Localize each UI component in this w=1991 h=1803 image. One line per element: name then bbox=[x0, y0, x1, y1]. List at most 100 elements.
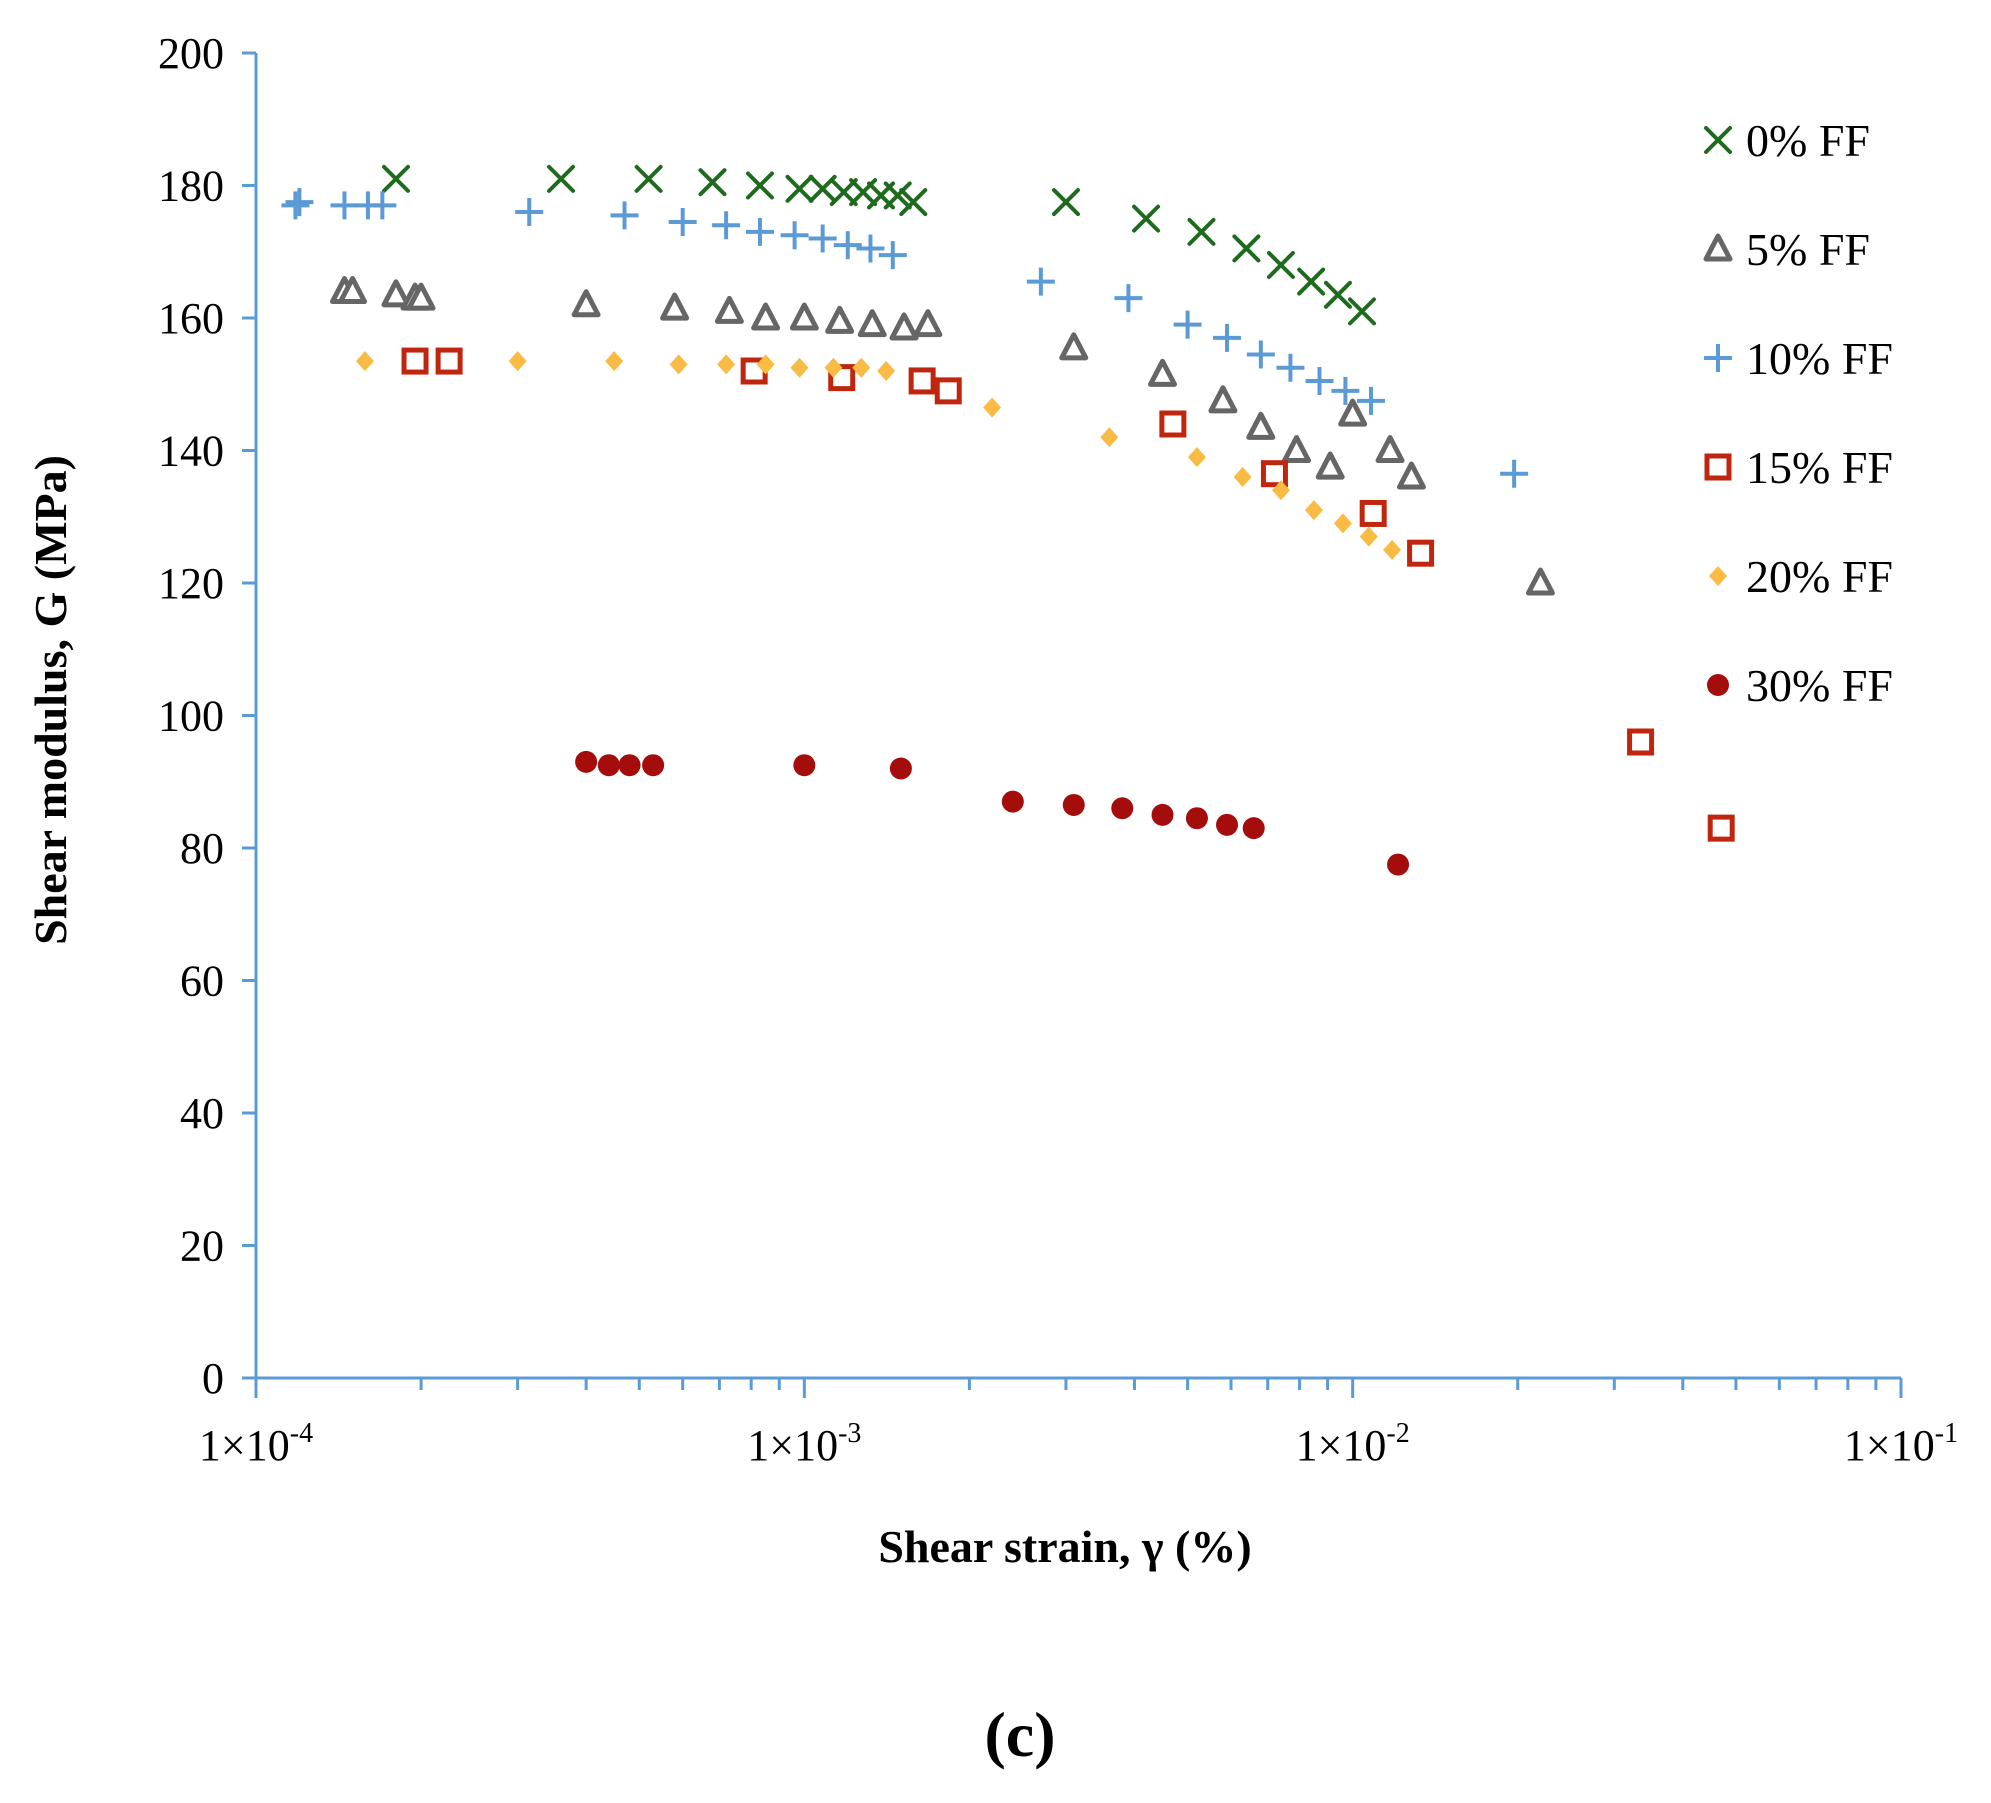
data-point bbox=[1151, 803, 1174, 826]
legend-label: 15% FF bbox=[1746, 442, 1893, 493]
data-point bbox=[435, 347, 463, 375]
x-tick-mantissa: 1 bbox=[747, 1421, 769, 1470]
data-point bbox=[751, 302, 781, 331]
x-tick-label: 1×10-4 bbox=[199, 1418, 313, 1470]
data-point bbox=[1062, 793, 1085, 816]
data-point bbox=[889, 312, 919, 341]
data-point bbox=[1338, 398, 1368, 427]
data-point bbox=[1707, 814, 1735, 842]
data-point bbox=[1315, 451, 1345, 480]
data-point bbox=[878, 241, 907, 270]
data-point bbox=[789, 302, 819, 331]
series-4 bbox=[355, 351, 1402, 560]
x-tick-base: 10 bbox=[1891, 1421, 1935, 1470]
data-point bbox=[793, 754, 816, 777]
legend-marker bbox=[1704, 453, 1732, 481]
y-tick-label: 120 bbox=[158, 559, 224, 608]
data-point bbox=[877, 361, 896, 381]
data-point bbox=[1323, 280, 1352, 309]
figure-caption: (c) bbox=[984, 1699, 1055, 1770]
data-point bbox=[1500, 459, 1529, 488]
data-point bbox=[285, 188, 314, 217]
data-point bbox=[856, 234, 885, 263]
data-point bbox=[934, 377, 962, 405]
data-point bbox=[899, 188, 928, 217]
legend: 0% FF 5% FF 10% FF 15% FF 20% FF 30% FF bbox=[1703, 115, 1893, 711]
data-point bbox=[745, 217, 774, 246]
data-point bbox=[756, 354, 775, 375]
data-point bbox=[1051, 188, 1080, 217]
data-point bbox=[618, 754, 641, 777]
data-point bbox=[1356, 386, 1385, 415]
y-tick-label: 160 bbox=[158, 294, 224, 343]
data-point bbox=[983, 397, 1002, 418]
data-point bbox=[889, 757, 912, 780]
x-axis-title: Shear strain, γ (%) bbox=[878, 1521, 1251, 1572]
data-point bbox=[833, 231, 862, 260]
data-point bbox=[1297, 267, 1326, 296]
legend-marker bbox=[1704, 126, 1732, 154]
data-point bbox=[406, 282, 436, 311]
data-point bbox=[1348, 297, 1377, 326]
legend-label: 5% FF bbox=[1746, 224, 1870, 275]
legend-item: 10% FF bbox=[1704, 333, 1893, 384]
x-tick-exponent: -2 bbox=[1386, 1418, 1409, 1449]
legend-marker bbox=[1709, 566, 1727, 586]
legend-item: 30% FF bbox=[1707, 660, 1893, 711]
legend-item: 5% FF bbox=[1703, 224, 1870, 275]
data-point bbox=[1132, 204, 1161, 233]
data-point bbox=[1266, 251, 1295, 279]
data-point bbox=[790, 357, 809, 378]
data-point bbox=[1271, 480, 1290, 501]
data-point bbox=[1246, 340, 1275, 369]
data-point bbox=[381, 279, 411, 308]
data-point bbox=[883, 181, 912, 210]
y-axis-ticks: 0 20 40 60 80 100 120 140 160 180 200 bbox=[158, 29, 256, 1403]
legend-item: 15% FF bbox=[1704, 442, 1893, 493]
data-point bbox=[1333, 513, 1352, 534]
data-point bbox=[1173, 310, 1202, 339]
x-tick-base: 10 bbox=[246, 1421, 290, 1470]
data-point bbox=[1375, 435, 1405, 463]
y-tick-label: 40 bbox=[180, 1089, 224, 1138]
data-point bbox=[1627, 728, 1655, 756]
data-point bbox=[1111, 797, 1134, 820]
data-point bbox=[808, 224, 837, 253]
data-point bbox=[1276, 353, 1305, 382]
data-point bbox=[355, 351, 374, 372]
series-0 bbox=[381, 164, 1377, 326]
y-tick-label: 140 bbox=[158, 427, 224, 476]
data-point bbox=[1407, 539, 1435, 567]
data-point bbox=[1387, 853, 1410, 876]
data-points bbox=[281, 164, 1735, 876]
data-point bbox=[1282, 435, 1312, 463]
x-tick-base: 10 bbox=[1342, 1421, 1386, 1470]
data-point bbox=[913, 309, 943, 338]
data-point bbox=[1359, 499, 1387, 527]
data-point bbox=[1242, 817, 1265, 840]
data-point bbox=[1304, 500, 1323, 521]
data-point bbox=[1331, 376, 1360, 405]
x-tick-base: 10 bbox=[794, 1421, 838, 1470]
data-point bbox=[825, 305, 855, 334]
data-point bbox=[1187, 217, 1216, 246]
legend-marker bbox=[1703, 233, 1733, 262]
data-point bbox=[668, 207, 697, 236]
data-point bbox=[1232, 234, 1261, 263]
data-point bbox=[669, 354, 688, 375]
data-point bbox=[1383, 539, 1402, 560]
x-axis-ticks: 1×10-4 1×10-3 1×10-2 1×10-1 bbox=[199, 1378, 1958, 1470]
data-point bbox=[401, 347, 429, 375]
data-point bbox=[829, 178, 858, 207]
data-point bbox=[381, 164, 410, 193]
y-tick-label: 180 bbox=[158, 162, 224, 211]
data-point bbox=[1114, 284, 1143, 313]
data-point bbox=[642, 754, 665, 777]
data-point bbox=[1208, 385, 1238, 414]
data-point bbox=[575, 750, 598, 773]
legend-label: 30% FF bbox=[1746, 660, 1893, 711]
legend-label: 10% FF bbox=[1746, 333, 1893, 384]
x-tick-mantissa: 1 bbox=[199, 1421, 221, 1470]
data-point bbox=[1359, 526, 1378, 547]
data-point bbox=[1213, 323, 1242, 352]
